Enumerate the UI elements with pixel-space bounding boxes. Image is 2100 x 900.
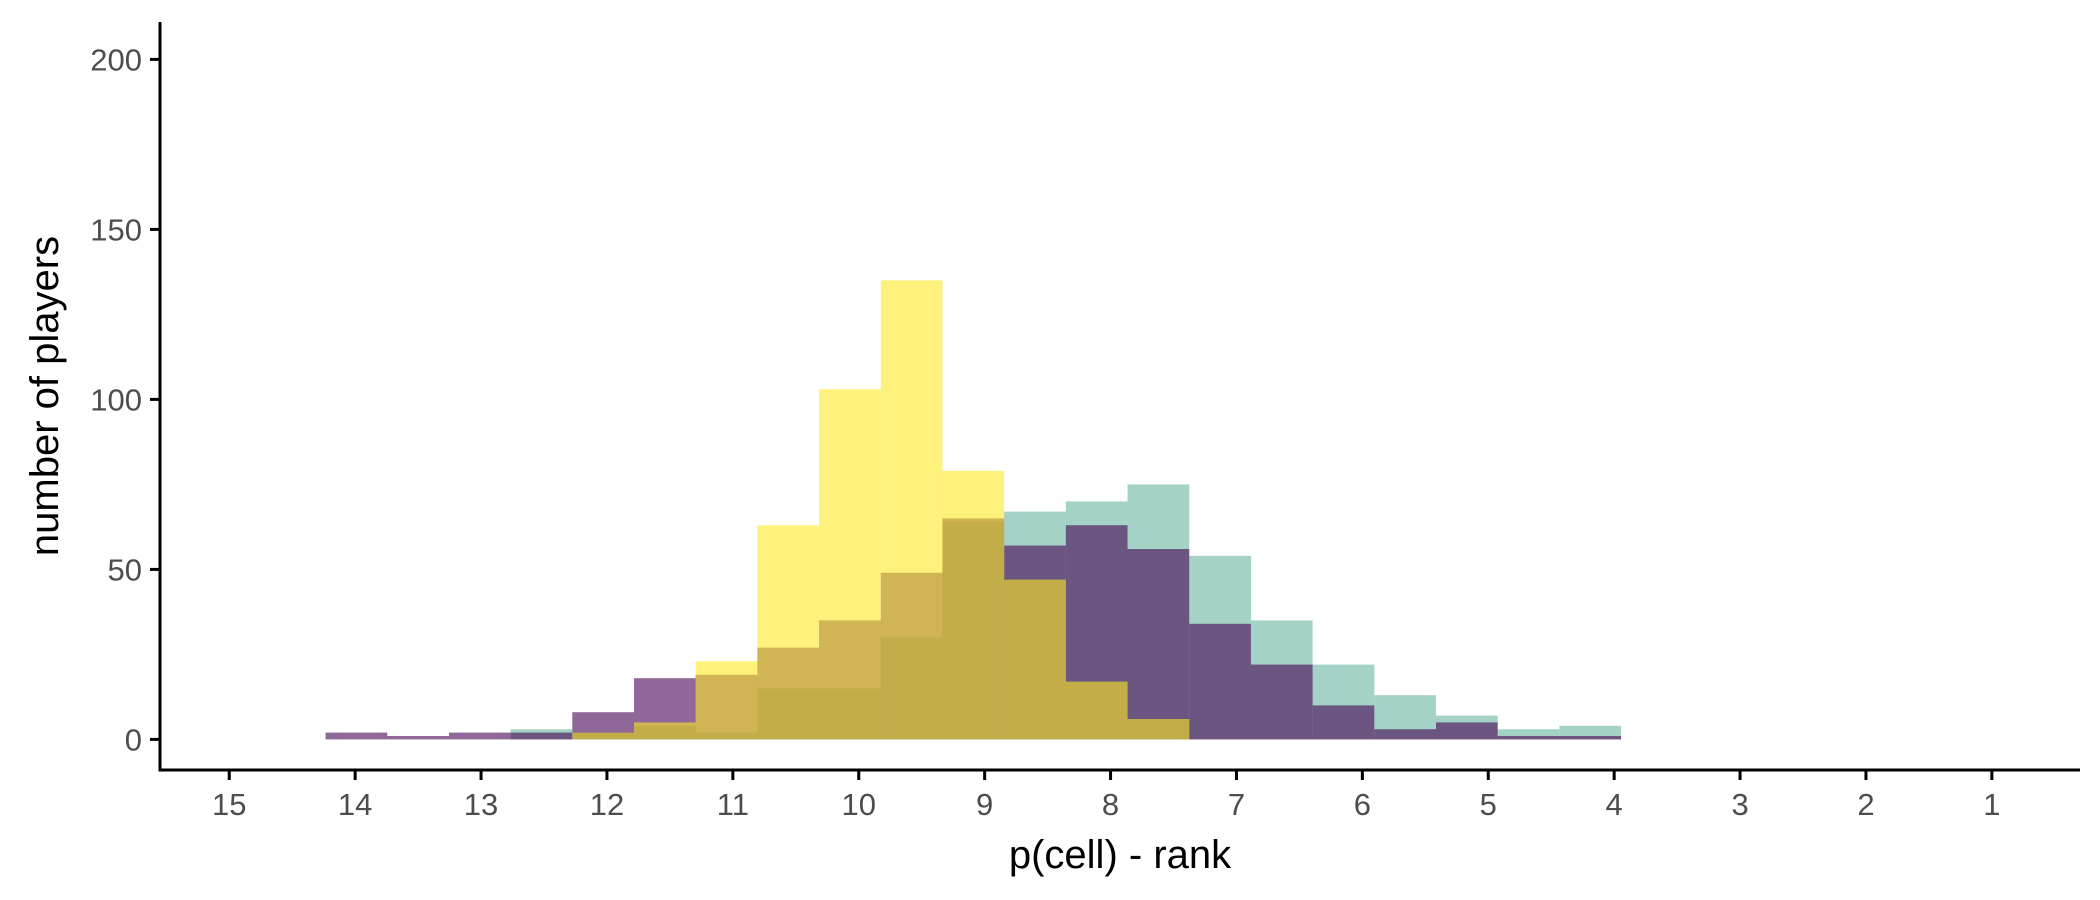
histogram-bar xyxy=(1436,722,1498,740)
y-tick-label: 0 xyxy=(125,722,142,757)
histogram-bar xyxy=(448,732,511,740)
x-tick-label: 4 xyxy=(1606,787,1623,822)
histogram-bar xyxy=(1559,736,1622,740)
histogram-bar xyxy=(757,525,820,740)
bars-layer xyxy=(325,280,1622,740)
histogram-bar xyxy=(572,732,635,740)
histogram-series-3 xyxy=(572,280,1190,740)
histogram-bar xyxy=(942,470,1005,740)
y-axis-title: number of players xyxy=(23,236,67,556)
x-tick-label: 2 xyxy=(1857,787,1874,822)
histogram-bar xyxy=(387,736,449,740)
histogram-bar xyxy=(695,661,758,740)
histogram-bar xyxy=(880,280,943,740)
x-tick-label: 3 xyxy=(1731,787,1748,822)
histogram-bar xyxy=(1250,664,1313,740)
y-tick-label: 150 xyxy=(90,212,142,247)
histogram-bar xyxy=(1497,729,1560,740)
x-tick-label: 6 xyxy=(1354,787,1371,822)
x-tick-label: 9 xyxy=(976,787,993,822)
histogram-bar xyxy=(1065,681,1128,740)
x-tick-label: 5 xyxy=(1480,787,1497,822)
histogram-bar xyxy=(1004,579,1066,740)
histogram-bar xyxy=(1127,549,1190,740)
histogram-bar xyxy=(325,732,388,740)
histogram-bar xyxy=(634,722,696,740)
histogram-bar xyxy=(819,389,881,740)
x-tick-label: 8 xyxy=(1102,787,1119,822)
histogram-bar xyxy=(1374,729,1437,740)
histogram-bar xyxy=(1127,719,1190,740)
x-tick-label: 11 xyxy=(717,787,749,822)
x-tick-label: 13 xyxy=(464,787,498,822)
histogram-bar xyxy=(1312,705,1375,740)
x-axis-title: p(cell) - rank xyxy=(1009,833,1232,877)
y-ticks-layer: 0 50 100 150 200 xyxy=(90,42,160,757)
x-tick-label: 1 xyxy=(1983,787,2000,822)
histogram-bar xyxy=(1497,736,1560,740)
histogram-bar xyxy=(1189,623,1251,740)
y-tick-label: 200 xyxy=(90,42,142,77)
x-tick-label: 14 xyxy=(338,787,372,822)
x-tick-label: 7 xyxy=(1228,787,1245,822)
x-tick-label: 15 xyxy=(212,787,246,822)
y-tick-label: 100 xyxy=(90,382,142,417)
y-tick-label: 50 xyxy=(108,552,142,587)
x-tick-label: 12 xyxy=(590,787,624,822)
x-ticks-layer: 15 14 13 12 11 10 9 8 7 6 5 4 3 2 1 xyxy=(212,770,2000,822)
histogram-bar xyxy=(510,732,573,740)
x-tick-label: 10 xyxy=(842,787,876,822)
